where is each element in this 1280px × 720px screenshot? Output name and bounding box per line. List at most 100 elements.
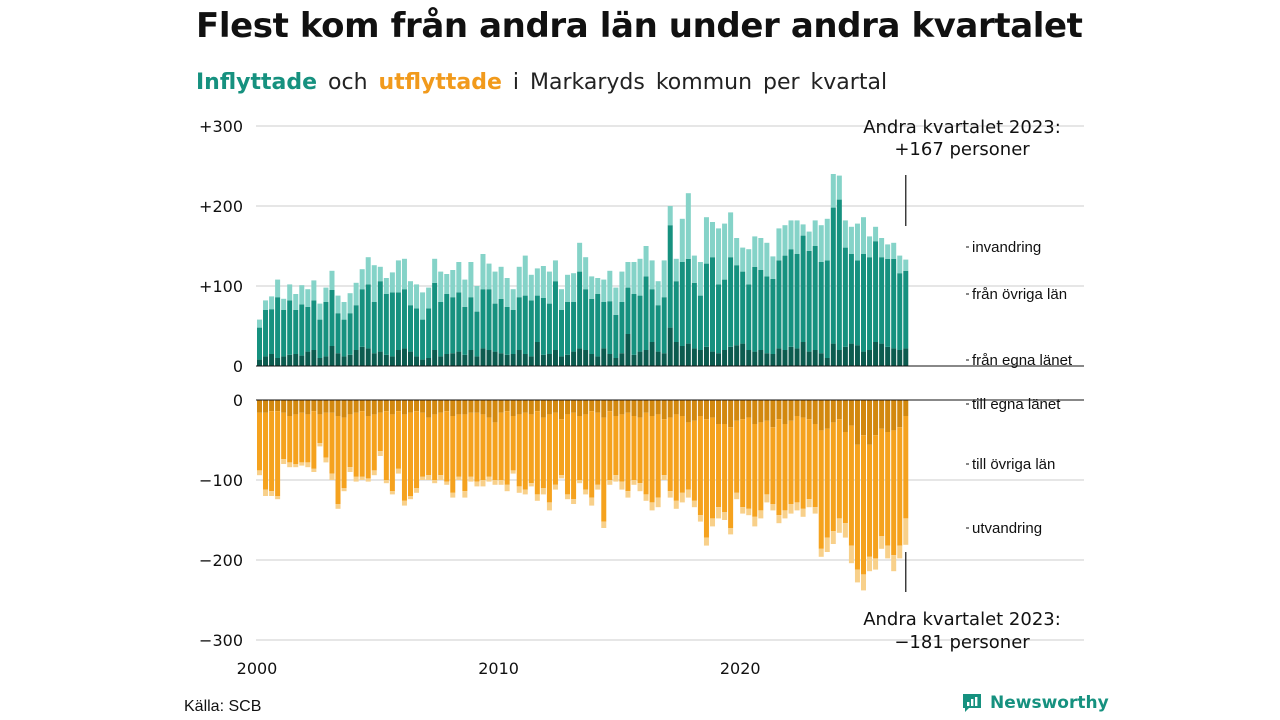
bar-segment (812, 246, 818, 350)
bar-segment (794, 254, 800, 349)
bar-segment (540, 417, 546, 488)
bar-segment (794, 502, 800, 511)
bar-segment (836, 419, 842, 519)
bar-segment (601, 302, 607, 349)
bar-segment (710, 222, 715, 258)
bar-segment (516, 350, 522, 366)
bar-segment (703, 346, 709, 366)
bar-segment (444, 294, 450, 354)
bar-segment (389, 272, 395, 293)
bar-segment (691, 282, 697, 349)
bar-segment (528, 300, 534, 357)
bar-segment (583, 257, 589, 290)
bar-segment (389, 400, 395, 415)
bar-segment (263, 489, 269, 496)
bar-segment (818, 400, 824, 431)
y-tick-label: −300 (199, 631, 243, 650)
bar-segment (643, 350, 649, 366)
bar-segment (444, 354, 450, 366)
bar-segment (450, 400, 456, 416)
bar-segment (758, 350, 764, 366)
bar-segment (275, 279, 281, 298)
bar-segment (782, 424, 788, 511)
bar-segment (432, 350, 438, 366)
bar-segment (691, 348, 697, 366)
bar-segment (619, 271, 625, 302)
bar-segment (667, 327, 673, 366)
bar-segment (710, 518, 715, 527)
bar-segment (764, 276, 770, 354)
bar-segment (347, 354, 353, 366)
axes: +300 +200 +100 0 0 −100 −200 −300 2000 2010 2020 (199, 117, 1084, 678)
bar-segment (867, 556, 873, 572)
bar-segment (414, 400, 420, 412)
bar-segment (601, 400, 607, 418)
bar-segment (480, 414, 486, 480)
bar-segment (287, 284, 293, 301)
bar-segment (583, 414, 589, 490)
bar-segment (903, 270, 909, 349)
bar-segment (734, 238, 740, 266)
bar-segment (788, 249, 794, 347)
bar-segment (679, 400, 685, 416)
bar-segment (414, 488, 420, 493)
bar-segment (269, 400, 275, 412)
bar-segment (299, 412, 305, 463)
bar-segment (625, 412, 631, 492)
bar-segment (287, 416, 293, 463)
bar-segment (770, 256, 776, 279)
bar-segment (432, 414, 438, 480)
bar-segment (456, 292, 462, 352)
bar-segment (607, 270, 613, 302)
bar-segment (329, 473, 335, 480)
bar-segment (317, 443, 323, 447)
bar-segment (281, 356, 287, 366)
bar-segment (631, 354, 637, 366)
bar-segment (806, 250, 812, 352)
bar-segment (728, 400, 734, 428)
bar-segment (444, 481, 450, 485)
bar-segment (552, 260, 558, 282)
bar-segment (540, 400, 546, 418)
bar-segment (601, 348, 607, 366)
bar-segment (395, 292, 401, 350)
gridlines (256, 125, 1084, 641)
bar-segment (552, 412, 558, 485)
bar-segment (897, 400, 903, 428)
bar-segment (848, 425, 854, 546)
bar-segment (329, 400, 335, 413)
bar-segment (371, 265, 377, 302)
bar-segment (770, 400, 776, 428)
bar-segment (269, 309, 275, 354)
bar-segment (432, 282, 438, 350)
bar-segment (528, 356, 534, 366)
bar-segment (571, 302, 577, 352)
bar-segment (444, 400, 450, 412)
bar-segment (552, 281, 558, 350)
bar-segment (673, 342, 679, 366)
bar-segment (667, 417, 673, 492)
bar-segment (577, 416, 583, 480)
bar-segment (504, 278, 510, 307)
bar-segment (480, 289, 486, 349)
bar-segment (359, 400, 365, 412)
bar-segment (365, 284, 371, 349)
bar-segment (353, 400, 359, 413)
bar-segment (679, 492, 685, 503)
bar-segment (806, 419, 812, 500)
bar-segment (673, 258, 679, 282)
bar-segment (601, 279, 607, 302)
bar-segment (522, 255, 528, 296)
bar-segment (281, 412, 287, 460)
bar-segment (703, 537, 709, 546)
bar-segment (546, 400, 552, 415)
bar-segment (347, 467, 353, 472)
bar-segment (854, 345, 860, 366)
bar-segment (595, 484, 601, 490)
bar-segment (565, 414, 571, 495)
bar-segment (365, 400, 371, 416)
bar-segment (546, 271, 552, 304)
bar-segment (891, 258, 897, 349)
bar-segment (317, 319, 323, 358)
bar-segment (438, 302, 444, 357)
